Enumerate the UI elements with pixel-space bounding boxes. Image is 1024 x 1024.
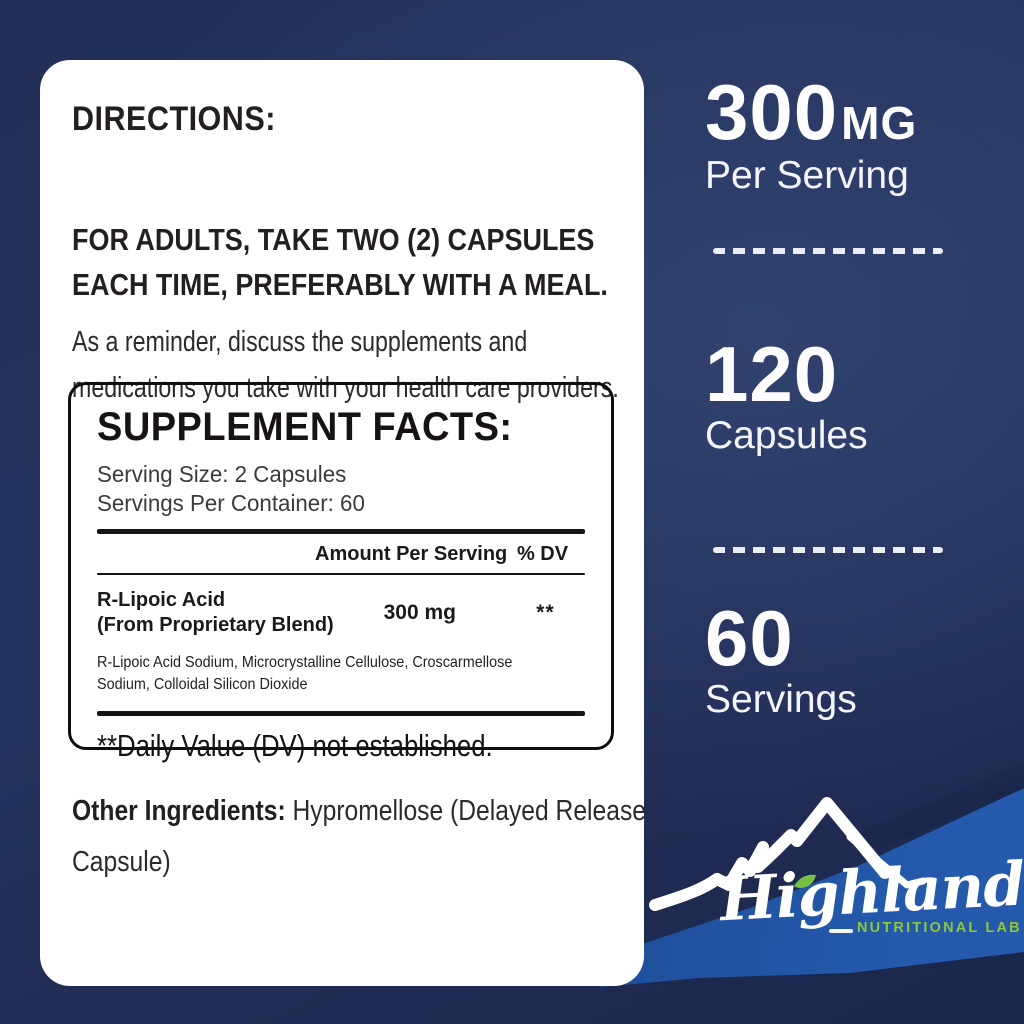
- ingredient-source: (From Proprietary Blend): [97, 614, 334, 636]
- supplement-facts-title: SUPPLEMENT FACTS:: [97, 405, 513, 449]
- stat-value: 60: [705, 594, 794, 682]
- ingredient-dv: **: [536, 601, 555, 624]
- daily-value-footnote: **Daily Value (DV) not established.: [97, 728, 493, 763]
- stat-per-serving: 300 MG Per Serving: [705, 68, 918, 198]
- stat-label: Servings: [705, 678, 857, 721]
- stat-capsules: 120 Capsules: [705, 330, 868, 458]
- ingredient-name: R-Lipoic Acid: [97, 589, 226, 611]
- serving-size: Serving Size: 2 Capsules: [97, 461, 347, 487]
- dashed-divider: [713, 547, 943, 553]
- reminder-note-line: As a reminder, discuss the supplements a…: [72, 326, 528, 358]
- blend-ingredients-line: Sodium, Colloidal Silicon Dioxide: [97, 676, 308, 693]
- reminder-note-line: medications you take with your health ca…: [72, 372, 619, 404]
- directions-heading: DIRECTIONS:: [72, 100, 276, 138]
- stat-label: Per Serving: [705, 154, 909, 197]
- brand-tagline: NUTRITIONAL LAB: [857, 920, 1022, 936]
- servings-per-container: Servings Per Container: 60: [97, 490, 365, 516]
- ingredient-row: R-Lipoic Acid (From Proprietary Blend) 3…: [97, 588, 585, 638]
- stat-value: 300: [705, 68, 839, 156]
- supplement-facts-panel: SUPPLEMENT FACTS: Serving Size: 2 Capsul…: [68, 382, 614, 763]
- dv-column-header: % DV: [516, 543, 569, 565]
- blend-ingredients-line: R-Lipoic Acid Sodium, Microcrystalline C…: [97, 654, 513, 671]
- mountain-icon: [649, 797, 927, 911]
- stat-value: 120: [705, 330, 839, 418]
- other-ingredients-label: Other Ingredients:: [72, 795, 286, 827]
- stat-label: Capsules: [705, 414, 868, 457]
- directions-line: FOR ADULTS, TAKE TWO (2) CAPSULES: [72, 222, 595, 257]
- amount-column-header: Amount Per Serving: [315, 543, 508, 565]
- dashed-divider: [713, 248, 943, 254]
- facts-header-row: Amount Per Serving % DV: [97, 543, 585, 566]
- divider: [97, 529, 585, 534]
- label-card: DIRECTIONS: FOR ADULTS, TAKE TWO (2) CAP…: [40, 60, 646, 986]
- leaf-icon: [794, 874, 816, 888]
- divider: [97, 573, 585, 575]
- ingredient-amount: 300 mg: [383, 601, 456, 624]
- tagline-dash: [829, 929, 853, 933]
- other-ingredients-value: Capsule): [72, 846, 171, 878]
- stat-unit: MG: [841, 97, 918, 149]
- directions-line: EACH TIME, PREFERABLY WITH A MEAL.: [72, 267, 608, 302]
- other-ingredients-value: Hypromellose (Delayed Release: [285, 795, 646, 827]
- divider: [97, 711, 585, 716]
- other-ingredients: Other Ingredients: Hypromellose (Delayed…: [72, 786, 747, 888]
- stat-servings: 60 Servings: [705, 594, 857, 722]
